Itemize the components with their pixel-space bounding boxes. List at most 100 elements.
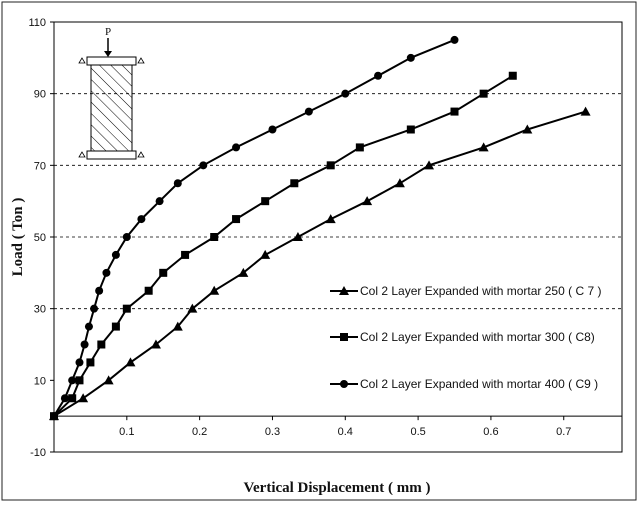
data-point-square: [181, 250, 190, 259]
data-point-square: [159, 268, 168, 277]
y-tick-label: 90: [34, 89, 46, 101]
support-triangle: [137, 57, 145, 64]
data-point-triangle: [292, 232, 303, 241]
data-point-square: [406, 125, 415, 134]
data-point-square: [290, 179, 299, 188]
data-point-circle: [450, 35, 459, 44]
data-point-circle: [268, 125, 277, 134]
data-point-square: [86, 358, 95, 367]
data-point-circle: [304, 107, 313, 116]
data-point-square: [232, 215, 241, 224]
data-point-circle: [84, 322, 93, 331]
data-point-triangle: [522, 124, 533, 134]
y-axis-title: Load ( Ton ): [10, 198, 26, 277]
data-point-triangle: [580, 106, 591, 116]
support-triangle: [137, 151, 145, 158]
data-point-triangle: [238, 267, 249, 277]
grid-layer: [54, 93, 622, 310]
inset-load-label: P: [105, 26, 111, 38]
data-point-square: [75, 376, 84, 385]
y-tick-label: -10: [30, 447, 46, 459]
legend-label: Col 2 Layer Expanded with mortar 400 ( C…: [360, 377, 598, 391]
load-arrow-head: [104, 51, 112, 57]
data-point-triangle: [478, 142, 489, 152]
data-point-square: [340, 333, 348, 341]
data-point-circle: [122, 233, 131, 241]
data-point-square: [355, 143, 364, 152]
support-triangle: [78, 151, 86, 158]
series-line: [53, 38, 455, 417]
legend-label: Col 2 Layer Expanded with mortar 300 ( C…: [360, 330, 595, 344]
data-point-triangle: [187, 303, 198, 313]
bottom-cap: [86, 150, 137, 160]
y-tick-label: 50: [34, 232, 46, 244]
y-tick-label: 110: [28, 17, 46, 29]
data-point-triangle: [424, 160, 435, 170]
data-point-square: [508, 71, 517, 80]
data-point-circle: [406, 53, 415, 62]
legend-label: Col 2 Layer Expanded with mortar 250 ( C…: [360, 284, 601, 298]
legend-entry: Col 2 Layer Expanded with mortar 250 ( C…: [330, 284, 601, 298]
data-point-square: [122, 304, 131, 313]
y-tick-label: 30: [34, 304, 46, 316]
data-point-square: [68, 394, 77, 403]
x-tick-label: 0.4: [338, 426, 353, 438]
data-point-circle: [199, 161, 208, 170]
legend-entry: Col 2 Layer Expanded with mortar 400 ( C…: [330, 377, 598, 391]
data-point-circle: [68, 376, 77, 385]
data-point-circle: [60, 394, 69, 403]
data-point-square: [97, 340, 106, 349]
x-tick-label: 0.6: [483, 426, 498, 438]
data-point-circle: [50, 412, 58, 421]
x-tick-label: 0.3: [265, 426, 280, 438]
x-axis-title: Vertical Displacement ( mm ): [244, 480, 431, 496]
legend: Col 2 Layer Expanded with mortar 250 ( C…: [330, 284, 601, 391]
data-point-triangle: [103, 375, 114, 385]
data-point-square: [450, 107, 459, 116]
data-point-square: [326, 161, 335, 170]
y-tick-label: 10: [34, 375, 46, 387]
data-point-circle: [374, 71, 383, 80]
data-point-circle: [75, 358, 84, 367]
data-point-circle: [173, 179, 182, 188]
data-point-square: [210, 233, 219, 241]
data-point-circle: [111, 250, 120, 259]
data-point-triangle: [78, 393, 89, 403]
data-point-circle: [340, 380, 348, 388]
data-point-square: [261, 197, 270, 206]
data-point-square: [111, 322, 120, 331]
column-body: [90, 64, 133, 152]
legend-entry: Col 2 Layer Expanded with mortar 300 ( C…: [330, 330, 595, 344]
x-tick-label: 0.7: [556, 426, 571, 438]
x-tick-label: 0.2: [192, 426, 207, 438]
x-tick-label: 0.5: [410, 426, 425, 438]
data-point-circle: [102, 268, 111, 277]
data-point-triangle: [150, 339, 161, 349]
data-point-triangle: [394, 178, 405, 188]
series-3: [50, 35, 459, 421]
y-tick-label: 70: [34, 160, 46, 172]
axis-layer: -10 10 30 50 70 90 110 0.1 0.2 0.3 0.4 0.5 0.6 0.7: [28, 17, 622, 459]
data-point-triangle: [339, 286, 349, 295]
data-point-circle: [155, 197, 164, 206]
top-cap: [86, 56, 137, 66]
data-point-circle: [80, 340, 89, 349]
x-tick-label: 0.1: [119, 426, 134, 438]
data-point-square: [479, 89, 488, 98]
data-point-square: [144, 286, 153, 295]
data-point-triangle: [125, 357, 136, 367]
data-point-circle: [232, 143, 241, 152]
data-point-triangle: [260, 249, 271, 259]
data-point-circle: [341, 89, 350, 98]
data-point-triangle: [362, 196, 373, 206]
data-point-circle: [90, 304, 99, 313]
column-diagram-inset: P: [78, 26, 145, 160]
series-layer: [49, 35, 591, 421]
data-point-triangle: [209, 285, 220, 295]
data-point-circle: [137, 215, 146, 224]
support-triangle: [78, 57, 86, 64]
data-point-triangle: [325, 214, 336, 224]
data-point-triangle: [172, 321, 183, 331]
